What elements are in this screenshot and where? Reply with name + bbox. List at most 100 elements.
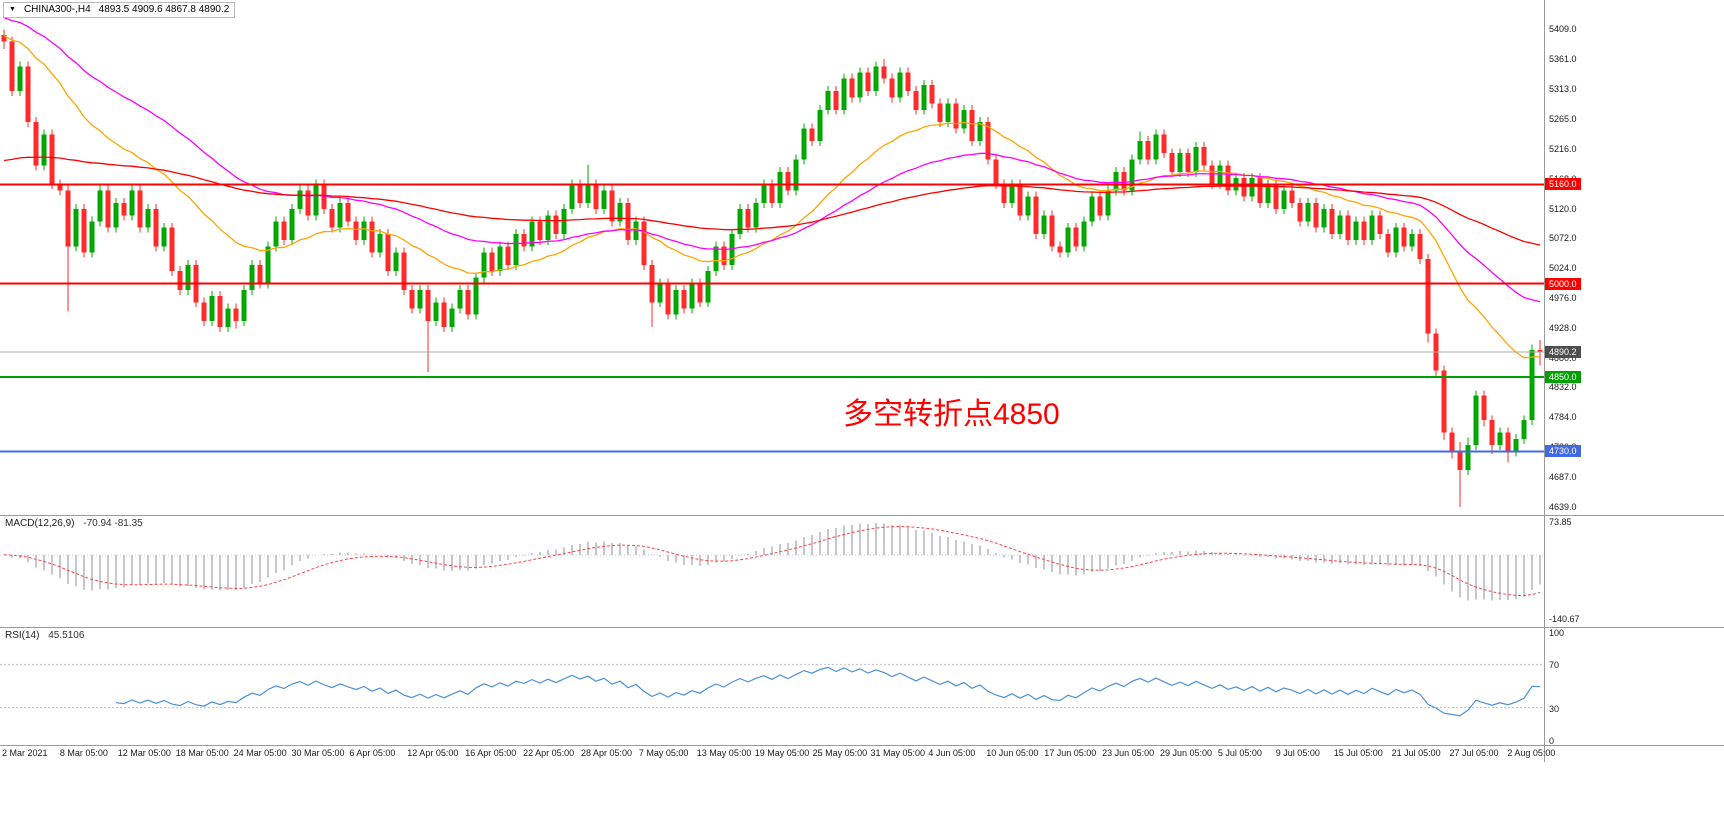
candle-body [1305, 202, 1311, 222]
ohlc-readout: 4893.5 4909.6 4867.8 4890.2 [98, 4, 230, 15]
price-level-badge: 5160.0 [1545, 178, 1581, 191]
candle-body [1345, 215, 1351, 241]
price-axis-tick: 5024.0 [1549, 263, 1577, 274]
time-axis-tick: 22 Apr 05:00 [523, 748, 575, 758]
price-axis[interactable]: 5409.05361.05313.05265.05216.05168.05120… [1545, 0, 1724, 762]
candle-body [569, 184, 575, 210]
time-axis-tick: 8 Mar 05:00 [59, 748, 108, 758]
candle-body [1297, 202, 1303, 222]
panel-separator[interactable] [0, 515, 1724, 516]
candle-body [1281, 190, 1287, 210]
rsi-axis-tick: 100 [1549, 628, 1565, 638]
candle-body [145, 209, 151, 228]
candle-body [1361, 221, 1367, 241]
candle-body [673, 289, 679, 315]
candle-body [153, 209, 159, 247]
rsi-panel[interactable] [0, 628, 1544, 744]
candle-body [561, 209, 567, 234]
candle-body [1129, 159, 1135, 191]
candle-body [705, 271, 711, 303]
symbol-dropdown-icon[interactable]: ▼ [9, 6, 16, 13]
candle-body [481, 252, 487, 278]
price-axis-tick: 4928.0 [1549, 322, 1577, 333]
candle-body [577, 184, 583, 203]
macd-axis-tick: -140.67 [1549, 614, 1580, 625]
candle-body [1041, 215, 1047, 234]
candle-body [1409, 233, 1415, 247]
price-axis-tick: 4832.0 [1549, 382, 1577, 393]
price-axis-tick: 5120.0 [1549, 203, 1577, 214]
macd-name: MACD(12,26,9) [5, 518, 75, 529]
annotation-text[interactable]: 多空转折点4850 [843, 398, 1060, 431]
candle-body [1329, 209, 1335, 234]
candle-body [1489, 420, 1495, 446]
macd-panel[interactable] [0, 516, 1544, 626]
candle-body [1025, 196, 1031, 216]
candle-body [97, 190, 103, 222]
candle-body [1473, 395, 1479, 446]
price-level-badge: 4730.0 [1545, 445, 1581, 458]
candle-body [473, 277, 479, 315]
candle-body [849, 78, 855, 98]
panel-separator[interactable] [0, 627, 1724, 628]
candle-body [233, 308, 239, 321]
candle-body [113, 202, 119, 228]
candle-body [761, 184, 767, 203]
candle-body [369, 221, 375, 253]
candle-body [825, 91, 831, 110]
price-level-badge: 5000.0 [1545, 277, 1581, 290]
price-axis-tick: 5361.0 [1549, 53, 1577, 64]
time-axis-tick: 28 Apr 05:00 [581, 748, 633, 758]
candlestick-chart[interactable] [0, 16, 1544, 514]
panel-separator [0, 745, 1724, 746]
time-axis-tick: 15 Jul 05:00 [1333, 748, 1383, 758]
time-axis-tick: 6 Apr 05:00 [349, 748, 396, 758]
time-axis-tick: 7 May 05:00 [638, 748, 689, 758]
time-axis-tick: 13 May 05:00 [696, 748, 752, 758]
candle-body [737, 209, 743, 234]
candle-body [1337, 215, 1343, 234]
candle-body [1497, 432, 1503, 446]
candle-body [1161, 134, 1167, 154]
candle-body [1065, 227, 1071, 253]
time-axis[interactable]: 2 Mar 2021 8 Mar 05:00 12 Mar 05:00 18 Mar … [0, 746, 1724, 762]
candle-body [529, 221, 535, 247]
candle-body [1097, 196, 1103, 216]
rsi-name: RSI(14) [5, 630, 40, 641]
candle-body [305, 190, 311, 216]
candle-body [257, 265, 263, 284]
candle-body [865, 72, 871, 92]
candle-body [497, 246, 503, 272]
candle-body [385, 233, 391, 272]
candle-body [1369, 215, 1375, 241]
candle-body [1425, 258, 1431, 334]
candle-body [1241, 178, 1247, 197]
candle-body [609, 190, 615, 222]
candle-body [1273, 184, 1279, 210]
candle-body [1441, 370, 1447, 433]
candle-body [1153, 134, 1159, 160]
candle-body [1201, 147, 1207, 166]
candle-body [665, 283, 671, 315]
candle-body [41, 134, 47, 166]
candle-body [505, 246, 511, 265]
candle-body [657, 283, 663, 303]
time-axis-tick: 9 Jul 05:00 [1275, 748, 1320, 758]
candle-body [841, 78, 847, 110]
candle-body [617, 202, 623, 222]
candle-body [121, 202, 127, 216]
candle-body [313, 184, 319, 216]
candle-body [689, 283, 695, 309]
candle-body [641, 221, 647, 265]
price-axis-separator [1544, 0, 1545, 762]
candle-body [993, 159, 999, 185]
rsi-axis-tick: 30 [1549, 703, 1560, 714]
candle-body [17, 66, 23, 92]
candle-body [345, 202, 351, 222]
candle-body [1185, 153, 1191, 172]
candle-body [65, 190, 71, 247]
time-axis-tick: 5 Jul 05:00 [1217, 748, 1262, 758]
candle-body [73, 209, 79, 247]
price-axis-tick: 5409.0 [1549, 24, 1577, 35]
